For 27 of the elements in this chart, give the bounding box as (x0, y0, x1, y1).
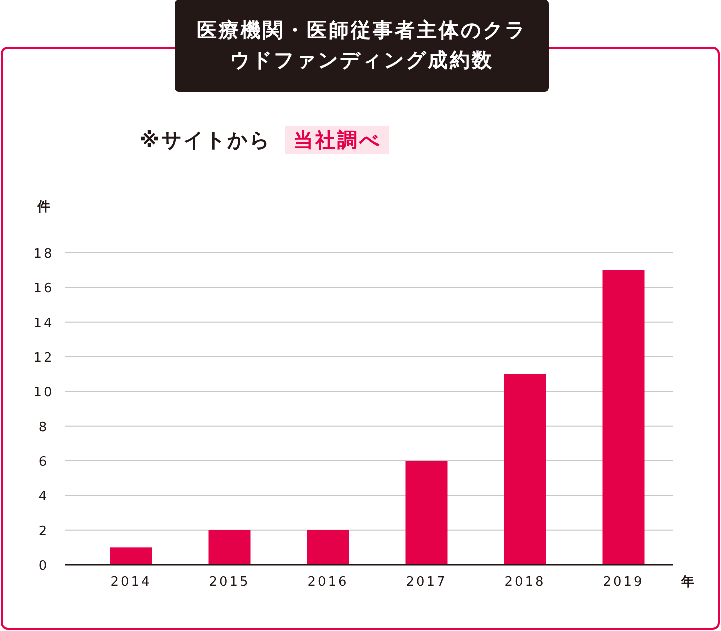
bar (208, 530, 251, 565)
y-tick-label: 8 (38, 420, 50, 436)
y-axis-title: 件 (36, 200, 50, 215)
chart-subtitle: ※サイトから (140, 128, 272, 152)
y-tick-label: 0 (38, 559, 50, 574)
y-tick-label: 16 (34, 282, 54, 297)
text: 当社調べ (293, 128, 382, 152)
y-tick-label: 18 (34, 247, 54, 262)
y-tick-label: 10 (34, 386, 54, 401)
bar (307, 530, 350, 565)
x-tick-label: 2016 (308, 575, 349, 590)
chart-title: 医療機関・医師従事者主体のクラウドファンディング成約数 (197, 18, 527, 72)
y-tick-label: 6 (38, 455, 50, 470)
x-tick-label: 2018 (504, 575, 546, 590)
x-tick-label: 2019 (603, 575, 644, 590)
bar (110, 548, 152, 565)
y-tick-label: 12 (34, 351, 54, 366)
y-tick-label: 4 (38, 490, 50, 505)
y-tick-label: 14 (34, 316, 54, 332)
bar (406, 461, 448, 565)
bar (504, 374, 546, 565)
x-tick-label: 2017 (406, 575, 448, 590)
x-axis-title: 年 (680, 575, 694, 590)
x-tick-label: 2014 (110, 575, 152, 590)
y-tick-label: 2 (38, 524, 50, 540)
bar (602, 270, 645, 565)
x-tick-label: 2015 (209, 575, 250, 590)
